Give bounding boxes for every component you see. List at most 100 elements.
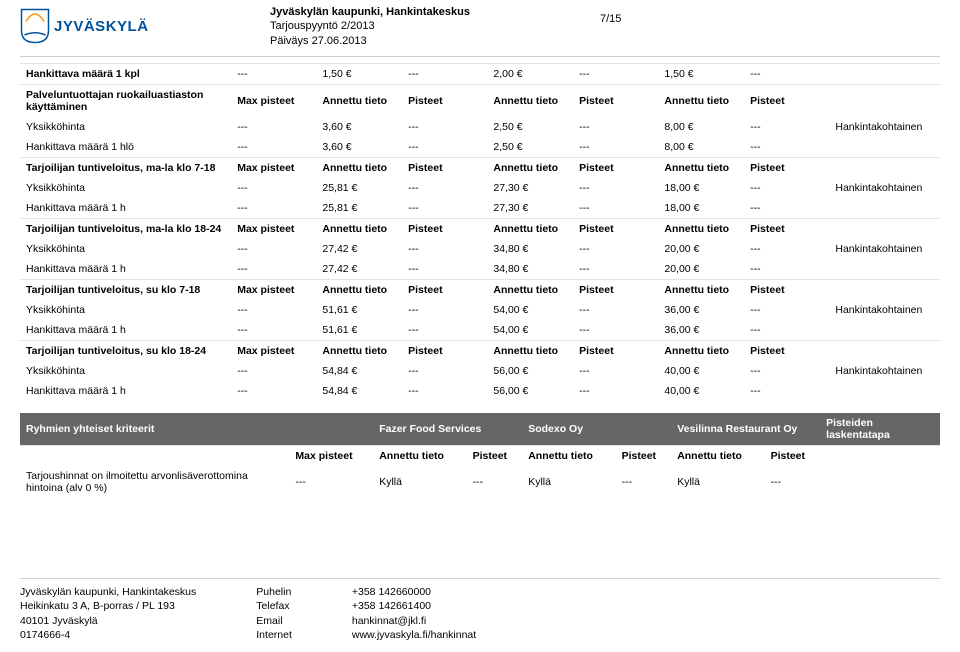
section-hdrcell-5-6: Pisteet (744, 340, 829, 361)
criteria-subhead-5: Annettu tieto (671, 445, 764, 466)
section-note-blank-0 (829, 63, 940, 84)
section-hdrcell-5-0: Max pisteet (231, 340, 316, 361)
section-note-blank-2 (829, 157, 940, 178)
section-note-blank-5 (829, 340, 940, 361)
cell-2-1-3: 27,30 € (487, 198, 573, 219)
section-hdrcell-1-0: Max pisteet (231, 84, 316, 117)
section-hdrcell-3-2: Pisteet (402, 218, 487, 239)
cell-2-1-5: 18,00 € (658, 198, 744, 219)
row-label-3-1: Hankittava määrä 1 h (20, 259, 231, 280)
cell-3-0-6: --- (744, 239, 829, 259)
page-header: JYVÄSKYLÄ Jyväskylän kaupunki, Hankintak… (20, 5, 940, 48)
section-val-0-3: 2,00 € (487, 63, 573, 84)
section-hdrcell-5-3: Annettu tieto (487, 340, 573, 361)
table-row: Hankittava määrä 1 h---51,61 €---54,00 €… (20, 320, 940, 341)
cell-1-0-3: 2,50 € (487, 117, 573, 137)
criteria-cell-3: Kyllä (522, 466, 615, 498)
section-hdrcell-3-1: Annettu tieto (316, 218, 402, 239)
section-hdrcell-4-0: Max pisteet (231, 279, 316, 300)
section-title-0: Hankittava määrä 1 kpl (20, 63, 231, 84)
cell-4-1-3: 54,00 € (487, 320, 573, 341)
cell-1-1-1: 3,60 € (316, 137, 402, 158)
section-val-0-5: 1,50 € (658, 63, 744, 84)
cell-1-1-0: --- (231, 137, 316, 158)
cell-4-1-5: 36,00 € (658, 320, 744, 341)
section-hdrcell-1-1: Annettu tieto (316, 84, 402, 117)
cell-5-1-3: 56,00 € (487, 381, 573, 401)
section-hdrcell-3-6: Pisteet (744, 218, 829, 239)
criteria-cell-5: Kyllä (671, 466, 764, 498)
cell-2-0-0: --- (231, 178, 316, 198)
cell-3-1-5: 20,00 € (658, 259, 744, 280)
criteria-col-0: Fazer Food Services (373, 413, 522, 446)
cell-2-0-6: --- (744, 178, 829, 198)
cell-3-1-0: --- (231, 259, 316, 280)
cell-2-0-3: 27,30 € (487, 178, 573, 198)
section-hdrcell-2-5: Annettu tieto (658, 157, 744, 178)
section-title-3: Tarjoilijan tuntiveloitus, ma-la klo 18-… (20, 218, 231, 239)
footer-labels: Puhelin Telefax Email Internet (256, 585, 292, 642)
row-note-2-1 (829, 198, 940, 219)
cell-5-0-3: 56,00 € (487, 361, 573, 381)
cell-1-0-6: --- (744, 117, 829, 137)
cell-1-0-4: --- (573, 117, 658, 137)
section-hdrcell-4-3: Annettu tieto (487, 279, 573, 300)
row-note-2-0: Hankintakohtainen (829, 178, 940, 198)
cell-2-0-2: --- (402, 178, 487, 198)
cell-5-0-5: 40,00 € (658, 361, 744, 381)
section-hdrcell-1-4: Pisteet (573, 84, 658, 117)
section-hdrcell-2-6: Pisteet (744, 157, 829, 178)
footer-org-1: Jyväskylän kaupunki, Hankintakeskus (20, 585, 196, 599)
cell-2-0-1: 25,81 € (316, 178, 402, 198)
cell-2-1-0: --- (231, 198, 316, 219)
criteria-subhead-0: Max pisteet (289, 445, 373, 466)
section-hdrcell-2-3: Annettu tieto (487, 157, 573, 178)
cell-5-0-6: --- (744, 361, 829, 381)
header-line1: Jyväskylän kaupunki, Hankintakeskus (270, 6, 470, 18)
cell-1-1-3: 2,50 € (487, 137, 573, 158)
footer-lbl-fax: Telefax (256, 599, 292, 613)
row-note-5-0: Hankintakohtainen (829, 361, 940, 381)
cell-3-1-4: --- (573, 259, 658, 280)
page-footer: Jyväskylän kaupunki, Hankintakeskus Heik… (20, 578, 940, 642)
cell-5-0-4: --- (573, 361, 658, 381)
section-row: Tarjoilijan tuntiveloitus, ma-la klo 7-1… (20, 157, 940, 178)
section-val-0-2: --- (402, 63, 487, 84)
section-hdrcell-3-4: Pisteet (573, 218, 658, 239)
cell-5-1-2: --- (402, 381, 487, 401)
criteria-cell-4: --- (616, 466, 672, 498)
row-note-4-0: Hankintakohtainen (829, 300, 940, 320)
section-row: Tarjoilijan tuntiveloitus, su klo 18-24M… (20, 340, 940, 361)
pricing-table: Hankittava määrä 1 kpl---1,50 €---2,00 €… (20, 63, 940, 401)
cell-4-0-1: 51,61 € (316, 300, 402, 320)
footer-org-3: 40101 Jyväskylä (20, 614, 196, 628)
section-hdrcell-2-0: Max pisteet (231, 157, 316, 178)
cell-2-1-6: --- (744, 198, 829, 219)
cell-1-0-1: 3,60 € (316, 117, 402, 137)
row-note-4-1 (829, 320, 940, 341)
cell-4-1-0: --- (231, 320, 316, 341)
row-note-5-1 (829, 381, 940, 401)
row-label-5-0: Yksikköhinta (20, 361, 231, 381)
cell-4-1-6: --- (744, 320, 829, 341)
cell-4-0-5: 36,00 € (658, 300, 744, 320)
section-hdrcell-5-5: Annettu tieto (658, 340, 744, 361)
cell-5-0-0: --- (231, 361, 316, 381)
table-row: Yksikköhinta---25,81 €---27,30 €---18,00… (20, 178, 940, 198)
section-note-blank-4 (829, 279, 940, 300)
cell-2-0-4: --- (573, 178, 658, 198)
table-row: Yksikköhinta---54,84 €---56,00 €---40,00… (20, 361, 940, 381)
row-note-3-1 (829, 259, 940, 280)
section-note-blank-1 (829, 84, 940, 117)
header-line2: Tarjouspyyntö 2/2013 (270, 19, 470, 33)
header-rule (20, 56, 940, 57)
cell-3-0-5: 20,00 € (658, 239, 744, 259)
footer-lbl-puh: Puhelin (256, 585, 292, 599)
row-label-4-0: Yksikköhinta (20, 300, 231, 320)
cell-2-0-5: 18,00 € (658, 178, 744, 198)
cell-4-1-4: --- (573, 320, 658, 341)
footer-val-email: hankinnat@jkl.fi (352, 614, 476, 628)
section-note-blank-3 (829, 218, 940, 239)
cell-1-1-5: 8,00 € (658, 137, 744, 158)
logo: JYVÄSKYLÄ (20, 8, 240, 44)
